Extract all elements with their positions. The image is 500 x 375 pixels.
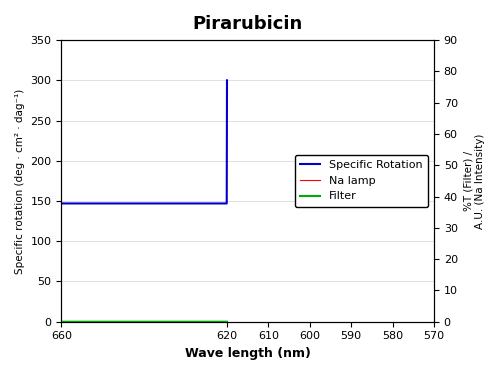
Filter — [78, 320, 84, 324]
Filter — [87, 320, 93, 324]
Line: Specific Rotation: Specific Rotation — [62, 80, 227, 204]
Na lamp — [158, 320, 164, 324]
Na lamp — [224, 320, 230, 324]
Title: Pirarubicin: Pirarubicin — [192, 15, 303, 33]
Na lamp — [164, 320, 170, 324]
Specific Rotation — [183, 201, 189, 206]
Specific Rotation — [134, 201, 140, 206]
Na lamp — [100, 320, 105, 324]
Na lamp — [177, 320, 183, 324]
Specific Rotation — [156, 201, 162, 206]
Na lamp — [136, 320, 142, 324]
Filter — [129, 320, 135, 324]
Specific Rotation — [169, 201, 175, 206]
Filter — [203, 320, 209, 324]
Specific Rotation — [58, 201, 64, 206]
Specific Rotation — [88, 201, 94, 206]
Y-axis label: Specific rotation (deg · cm² · dag⁻¹): Specific rotation (deg · cm² · dag⁻¹) — [15, 88, 25, 273]
Specific Rotation — [224, 78, 230, 82]
X-axis label: Wave length (nm): Wave length (nm) — [185, 347, 310, 360]
Filter — [224, 320, 230, 324]
Legend: Specific Rotation, Na lamp, Filter: Specific Rotation, Na lamp, Filter — [295, 155, 428, 207]
Na lamp — [58, 320, 64, 324]
Specific Rotation — [101, 201, 107, 206]
Filter — [122, 320, 128, 324]
Filter — [220, 320, 226, 324]
Y-axis label: %T (Filter) /
A.U. (Na Intensity): %T (Filter) / A.U. (Na Intensity) — [464, 133, 485, 229]
Na lamp — [214, 320, 220, 324]
Filter — [58, 320, 64, 324]
